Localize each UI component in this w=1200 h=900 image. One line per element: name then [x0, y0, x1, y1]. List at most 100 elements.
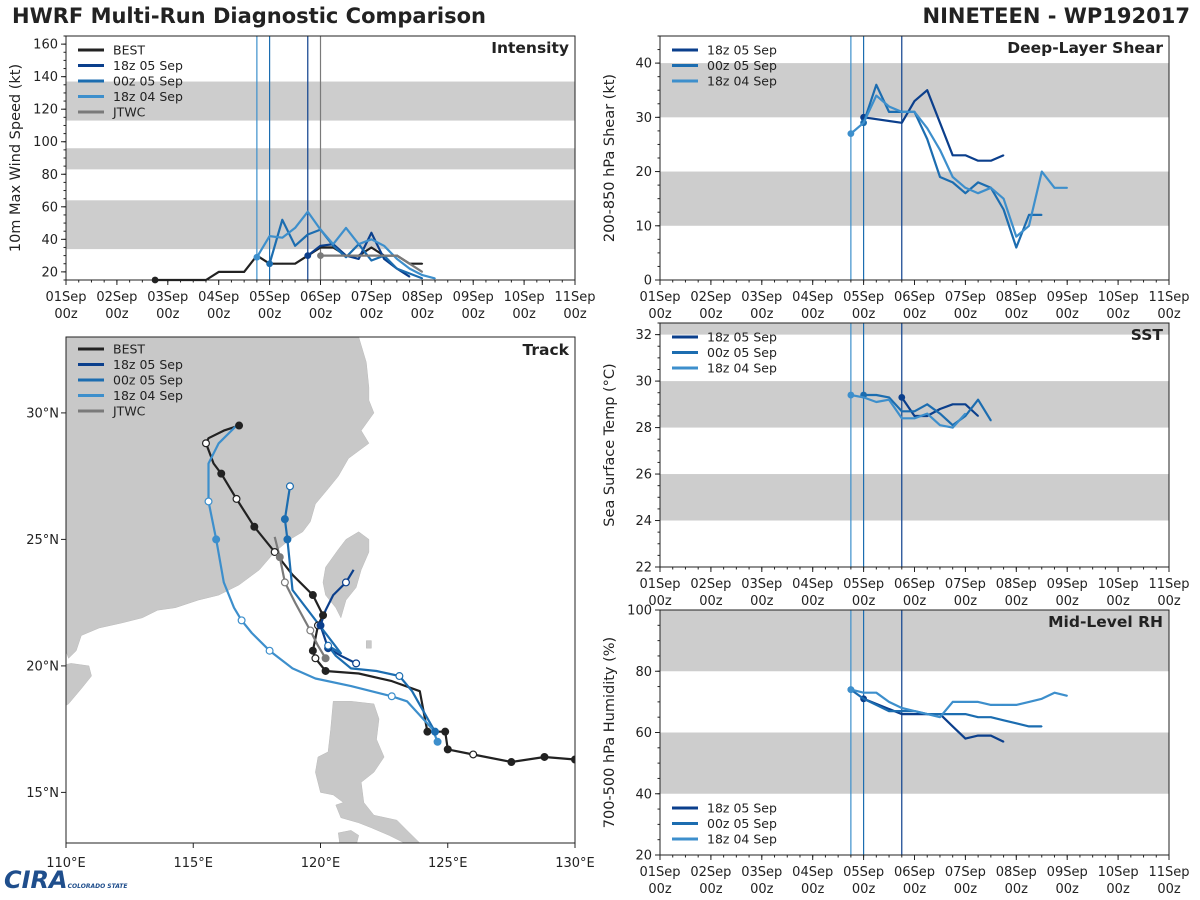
chart-sst: 22 24 26 28 30 32 01Sep 00z 02Sep 00z 03Sep 00z 04Se… [602, 322, 1190, 609]
track-point-jtwc [280, 578, 289, 587]
x-tick-label: 09Sep [1047, 865, 1088, 880]
data-point-r18z05 [913, 415, 916, 417]
data-point-r18z04 [1053, 187, 1056, 189]
x-tick-label: 10Sep [504, 290, 545, 305]
data-point-r18z04 [913, 710, 916, 712]
track-point-jtwc [321, 654, 330, 663]
x-tick-label: 04Sep [198, 290, 239, 305]
data-point-best [370, 246, 373, 249]
track-point-best [443, 745, 452, 754]
x-tick-sublabel: 00z [852, 594, 876, 609]
data-point-jtwc [345, 254, 347, 257]
x-tick-sublabel: 00z [954, 307, 978, 322]
data-point-r18z04 [1002, 197, 1005, 200]
track-point-r18z04 [265, 646, 274, 655]
legend-label: 18z 04 Sep [707, 832, 777, 847]
data-point-r18z04 [1015, 235, 1018, 238]
chart-rh: 20 40 60 80 100 01Sep 00z 02Sep 00z 03Sep 00z 04Sep… [602, 604, 1190, 898]
data-point-r18z04 [939, 716, 941, 718]
y-axis-label: 10m Max Wind Speed (kt) [8, 64, 24, 252]
data-point-r00z05 [977, 181, 979, 184]
data-point-r00z05 [951, 181, 954, 184]
x-tick-label: 03Sep [741, 577, 782, 592]
track-point-best [540, 752, 549, 761]
x-tick-sublabel: 00z [750, 307, 774, 322]
y-tick-label: 32 [635, 328, 652, 343]
x-tick-sublabel: 00z [1005, 882, 1029, 897]
legend-label: 18z 04 Sep [707, 361, 777, 376]
data-point-r18z05 [951, 725, 954, 728]
data-point-r18z05 [408, 275, 411, 278]
y-axis-label: 700-500 hPa Humidity (%) [602, 637, 618, 828]
data-point-jtwc [421, 271, 424, 273]
x-tick-sublabel: 00z [1157, 594, 1181, 609]
x-tick-sublabel: 00z [1056, 882, 1080, 897]
chart-track: 110°E 115°E 120°E 125°E 130°E 15°N 20°N 25°N 30°… [26, 336, 595, 871]
data-point-jtwc [370, 254, 373, 257]
data-point-r18z04 [268, 235, 271, 237]
data-point-r00z05 [875, 394, 878, 396]
data-point-r00z05 [977, 398, 979, 401]
x-tick-label: 05Sep [843, 577, 884, 592]
x-tick-label: 09Sep [1047, 290, 1088, 305]
y-tick-label: 60 [41, 200, 58, 215]
data-point-r18z05 [939, 408, 941, 410]
data-point-r00z05 [268, 262, 271, 265]
y-tick-label: 120 [33, 103, 58, 118]
data-point-r18z04 [256, 256, 258, 259]
y-axis-label: Sea Surface Temp (°C) [602, 363, 618, 526]
x-tick-sublabel: 00z [207, 307, 231, 322]
x-tick-sublabel: 00z [258, 307, 282, 322]
track-point-r18z05 [316, 621, 325, 630]
y-tick-label: 20 [635, 165, 652, 180]
x-tick-sublabel: 00z [903, 307, 927, 322]
x-tick-sublabel: 00z [54, 307, 78, 322]
data-point-r18z04 [900, 417, 903, 420]
shaded-band [660, 610, 1169, 672]
data-point-r18z04 [875, 94, 878, 97]
land-group [66, 337, 421, 843]
shaded-band [660, 474, 1169, 521]
y-tick-label: 10 [635, 219, 652, 234]
data-point-r00z05 [939, 412, 941, 415]
legend-label: 00z 05 Sep [707, 345, 777, 360]
series-line-jtwc [320, 254, 423, 273]
panel-title: SST [1131, 326, 1164, 344]
data-point-r18z05 [990, 734, 992, 737]
data-point-r18z05 [357, 258, 360, 260]
data-point-r18z04 [345, 227, 347, 229]
series-line-r18z04 [850, 393, 967, 429]
x-tick-sublabel: 00z [699, 882, 723, 897]
track-point-r18z04 [204, 497, 213, 506]
x-tick-label: 02Sep [690, 577, 731, 592]
x-tick-sublabel: 00z [648, 882, 672, 897]
x-tick-label: 01Sep [639, 577, 680, 592]
y-tick-label: 160 [33, 38, 58, 53]
data-point-r18z04 [926, 127, 929, 129]
x-tick-label: 02Sep [96, 290, 137, 305]
data-point-jtwc [408, 262, 411, 265]
x-tick-label: 07Sep [945, 577, 986, 592]
data-point-r18z04 [939, 149, 941, 151]
series-line-best [155, 246, 423, 282]
x-tick-label: 01Sep [639, 865, 680, 880]
data-point-r18z04 [926, 713, 929, 715]
y-tick-label: 24 [635, 514, 652, 529]
data-point-r18z05 [977, 415, 979, 417]
y-tick-label: 20 [635, 849, 652, 864]
track-point-r00z05 [285, 482, 294, 491]
legend-label: 18z 05 Sep [707, 330, 777, 345]
y-tick-label: 40 [41, 233, 58, 248]
data-point-r18z04 [396, 258, 398, 260]
y-tick-label: 40 [635, 787, 652, 802]
panel-title: Intensity [491, 39, 569, 57]
x-tick-label: 11Sep [554, 290, 595, 305]
data-point-r18z04 [888, 105, 890, 108]
data-point-r00z05 [900, 710, 903, 712]
y-tick-label: 26 [635, 468, 652, 483]
data-point-r18z04 [964, 701, 967, 703]
x-tick-label: 03Sep [147, 290, 188, 305]
data-point-r00z05 [939, 713, 941, 715]
data-point-r00z05 [396, 267, 398, 270]
y-axis-label: 200-850 hPa Shear (kt) [602, 74, 618, 242]
